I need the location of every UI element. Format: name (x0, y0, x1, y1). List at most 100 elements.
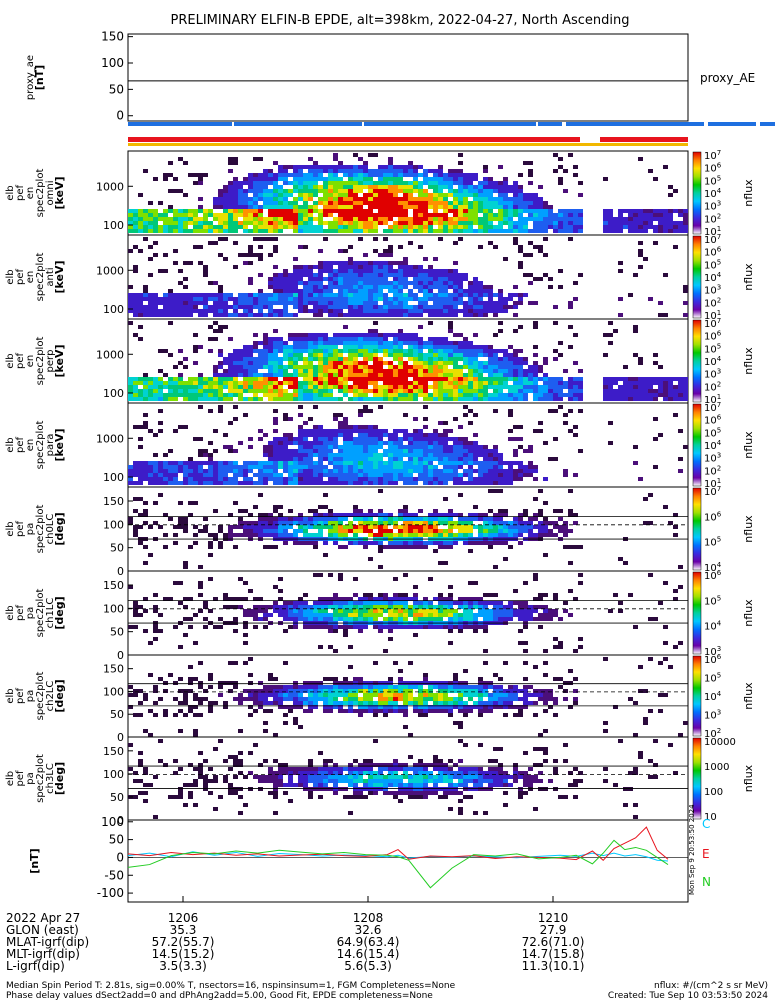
heatmap-cell (313, 265, 318, 269)
heatmap-cell (298, 397, 303, 401)
heatmap-cell (273, 237, 278, 241)
heatmap-cell (618, 217, 623, 221)
heatmap-cell (653, 397, 658, 401)
heatmap-cell (298, 353, 303, 357)
heatmap-cell (443, 209, 448, 213)
heatmap-cell (508, 293, 513, 297)
heatmap-cell (393, 441, 398, 445)
heatmap-cell (128, 217, 133, 221)
heatmap-cell (438, 181, 443, 185)
heatmap-cell (428, 225, 433, 229)
heatmap-cell (433, 273, 438, 277)
heatmap-cell (163, 513, 168, 517)
heatmap-cell (573, 281, 578, 285)
heatmap-cell (548, 529, 553, 533)
heatmap-cell (438, 377, 443, 381)
heatmap-cell (353, 185, 358, 189)
heatmap-cell (188, 209, 193, 213)
heatmap-cell (273, 193, 278, 197)
heatmap-cell (253, 293, 258, 297)
heatmap-cell (243, 533, 248, 537)
heatmap-cell (523, 473, 528, 477)
heatmap-cell (248, 445, 253, 449)
heatmap-cell (403, 261, 408, 265)
y-tick-label: 100 (103, 219, 124, 232)
heatmap-cell (453, 369, 458, 373)
heatmap-cell (298, 193, 303, 197)
heatmap-cell (163, 477, 168, 481)
y-axis-label: spec2plot (35, 421, 46, 470)
heatmap-cell (383, 265, 388, 269)
heatmap-cell (298, 337, 303, 341)
heatmap-cell (548, 397, 553, 401)
heatmap-cell (388, 521, 393, 525)
heatmap-cell (213, 377, 218, 381)
heatmap-cell (373, 341, 378, 345)
heatmap-cell (468, 473, 473, 477)
heatmap-cell (423, 209, 428, 213)
heatmap-cell (453, 473, 458, 477)
heatmap-cell (363, 425, 368, 429)
heatmap-cell (148, 293, 153, 297)
heatmap-cell (508, 469, 513, 473)
heatmap-cell (363, 541, 368, 545)
heatmap-cell (448, 453, 453, 457)
heatmap-cell (633, 353, 638, 357)
heatmap-cell (348, 177, 353, 181)
heatmap-cell (263, 533, 268, 537)
heatmap-cell (183, 221, 188, 225)
heatmap-cell (338, 169, 343, 173)
heatmap-cell (398, 229, 403, 233)
heatmap-cell (343, 341, 348, 345)
heatmap-cell (183, 481, 188, 485)
heatmap-cell (398, 361, 403, 365)
heatmap-cell (368, 461, 373, 465)
heatmap-cell (478, 373, 483, 377)
heatmap-cell (373, 433, 378, 437)
colorbar-tick-label: 104 (704, 187, 722, 200)
heatmap-cell (173, 189, 178, 193)
heatmap-cell (313, 533, 318, 537)
heatmap-cell (363, 281, 368, 285)
heatmap-cell (343, 421, 348, 425)
heatmap-cell (258, 361, 263, 365)
heatmap-cell (398, 357, 403, 361)
heatmap-cell (133, 497, 138, 501)
heatmap-cell (448, 185, 453, 189)
heatmap-cell (458, 385, 463, 389)
heatmap-cell (313, 473, 318, 477)
heatmap-cell (218, 205, 223, 209)
heatmap-cell (418, 369, 423, 373)
heatmap-cell (453, 397, 458, 401)
heatmap-cell (318, 169, 323, 173)
heatmap-cell (268, 381, 273, 385)
spin-bar-segment (566, 122, 704, 126)
heatmap-cell (183, 517, 188, 521)
heatmap-cell (438, 437, 443, 441)
heatmap-cell (548, 217, 553, 221)
heatmap-cell (433, 397, 438, 401)
heatmap-cell (513, 425, 518, 429)
heatmap-cell (503, 385, 508, 389)
heatmap-cell (603, 177, 608, 181)
heatmap-cell (338, 389, 343, 393)
heatmap-cell (433, 257, 438, 261)
heatmap-cell (338, 449, 343, 453)
heatmap-cell (223, 381, 228, 385)
heatmap-cell (128, 305, 133, 309)
heatmap-cell (403, 437, 408, 441)
heatmap-cell (543, 217, 548, 221)
heatmap-cell (133, 469, 138, 473)
heatmap-cell (383, 337, 388, 341)
heatmap-cell (353, 153, 358, 157)
heatmap-cell (243, 177, 248, 181)
heatmap-cell (388, 265, 393, 269)
heatmap-cell (423, 213, 428, 217)
heatmap-cell (183, 285, 188, 289)
heatmap-cell (433, 533, 438, 537)
heatmap-cell (413, 217, 418, 221)
heatmap-cell (258, 469, 263, 473)
y-axis-label: pa (25, 523, 36, 535)
heatmap-cell (313, 181, 318, 185)
heatmap-cell (483, 309, 488, 313)
